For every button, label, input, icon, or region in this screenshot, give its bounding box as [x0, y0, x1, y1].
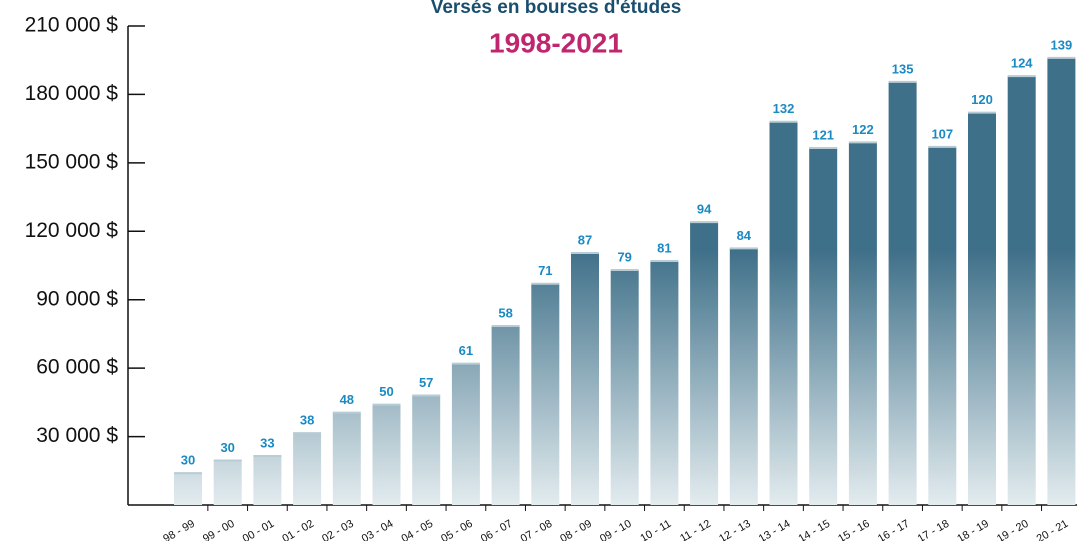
bar [531, 283, 560, 505]
count-label: 94 [697, 202, 712, 217]
count-label: 57 [419, 375, 433, 390]
bar [451, 363, 480, 505]
x-tick-label: 04 - 05 [399, 518, 435, 541]
bar [968, 112, 996, 505]
bar [571, 252, 599, 505]
bar [729, 248, 758, 505]
count-label: 132 [773, 101, 795, 116]
x-tick-label: 17 - 18 [916, 518, 952, 541]
count-label: 135 [892, 61, 914, 76]
y-tick-label: 60 000 $ [36, 356, 118, 379]
count-label: 81 [657, 240, 671, 255]
bar [213, 460, 242, 505]
x-tick-label: 09 - 10 [598, 518, 634, 541]
x-tick-label: 01 - 02 [280, 518, 316, 541]
y-tick-label: 210 000 $ [25, 14, 119, 37]
bar [1007, 76, 1036, 505]
bar [650, 260, 679, 505]
x-tick-label: 03 - 04 [360, 518, 396, 541]
bar [332, 412, 361, 505]
bar [372, 404, 401, 505]
bar [610, 270, 639, 505]
count-label: 30 [220, 440, 234, 455]
count-label: 124 [1011, 56, 1033, 71]
x-tick-label: 13 - 14 [757, 518, 793, 541]
count-label: 50 [379, 384, 393, 399]
count-label: 58 [498, 305, 512, 320]
x-tick-label: 12 - 13 [717, 518, 753, 541]
count-label: 79 [617, 249, 631, 264]
x-tick-label: 20 - 21 [1035, 518, 1071, 541]
x-tick-label: 10 - 11 [638, 518, 673, 541]
y-tick-label: 90 000 $ [36, 287, 118, 310]
count-label: 139 [1051, 37, 1073, 52]
count-label: 48 [340, 392, 354, 407]
bar [293, 433, 322, 505]
y-tick-label: 30 000 $ [36, 424, 118, 447]
x-tick-label: 06 - 07 [479, 518, 515, 541]
count-label: 38 [300, 413, 314, 428]
y-tick-label: 180 000 $ [25, 82, 119, 105]
x-tick-label: 08 - 09 [558, 518, 594, 541]
count-label: 87 [578, 232, 592, 247]
bar [1047, 57, 1076, 505]
bar [888, 81, 917, 505]
x-tick-label: 99 - 00 [201, 518, 237, 541]
bar [690, 222, 719, 505]
x-tick-label: 02 - 03 [320, 518, 356, 541]
count-label: 84 [737, 228, 752, 243]
bar [491, 325, 520, 505]
bar [809, 148, 838, 505]
y-tick-label: 120 000 $ [25, 219, 119, 242]
bar [848, 142, 877, 506]
bar [253, 455, 282, 505]
count-label: 33 [260, 435, 274, 450]
bar [928, 146, 957, 505]
count-label: 30 [181, 453, 195, 468]
y-tick-label: 150 000 $ [25, 150, 119, 173]
x-tick-label: 07 - 08 [519, 518, 555, 541]
count-label: 122 [852, 122, 874, 137]
x-tick-label: 19 - 20 [995, 518, 1031, 541]
x-tick-label: 18 - 19 [955, 518, 991, 541]
x-tick-label: 00 - 01 [241, 518, 277, 541]
count-label: 120 [971, 92, 993, 107]
x-tick-label: 05 - 06 [439, 518, 475, 541]
x-tick-label: 98 - 99 [161, 518, 197, 541]
bar [412, 395, 441, 505]
count-label: 121 [812, 127, 834, 142]
x-tick-label: 14 - 15 [796, 518, 832, 541]
x-tick-label: 16 - 17 [876, 518, 912, 541]
count-label: 71 [538, 263, 552, 278]
x-tick-label: 11 - 12 [678, 518, 713, 541]
chart-subtitle: 1998-2021 [489, 27, 623, 58]
bar [769, 121, 798, 506]
chart-title: Versés en bourses d'études [431, 0, 682, 18]
bar [174, 473, 202, 505]
count-label: 107 [931, 126, 953, 141]
x-tick-label: 15 - 16 [836, 518, 872, 541]
count-label: 61 [459, 343, 473, 358]
